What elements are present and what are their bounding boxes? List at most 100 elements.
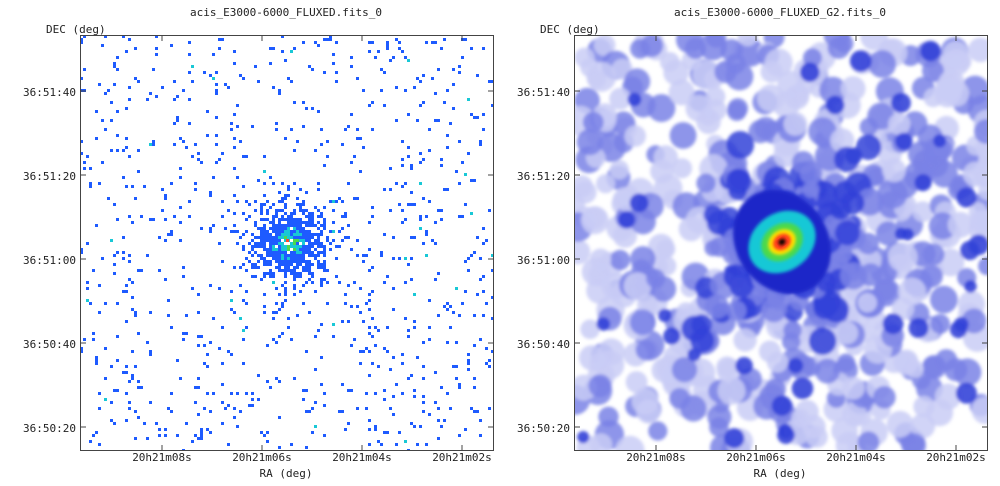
left-count-pixel — [197, 377, 200, 380]
right-background-blob — [737, 35, 758, 47]
left-count-pixel — [383, 431, 386, 434]
left-count-pixel — [236, 104, 239, 107]
left-source-pixel — [305, 263, 308, 266]
left-count-pixel — [110, 419, 113, 422]
left-count-pixel — [398, 257, 401, 260]
left-count-pixel — [446, 341, 449, 344]
right-background-blob — [582, 111, 604, 133]
left-count-pixel — [257, 80, 260, 83]
left-source-pixel — [296, 254, 299, 257]
left-source-pixel — [293, 257, 296, 260]
left-count-pixel — [125, 107, 128, 110]
left-count-pixel — [440, 425, 443, 428]
left-count-pixel — [428, 128, 431, 131]
left-source-pixel — [308, 212, 311, 215]
left-count-pixel — [419, 227, 422, 230]
right-background-blob — [727, 101, 747, 121]
left-count-pixel — [251, 398, 254, 401]
left-count-pixel — [320, 128, 323, 131]
left-count-pixel — [416, 443, 419, 446]
left-count-pixel — [407, 155, 410, 158]
left-source-pixel — [314, 242, 317, 245]
left-count-pixel — [467, 368, 470, 371]
left-source-pixel — [278, 254, 281, 257]
left-count-pixel — [182, 89, 185, 92]
left-count-pixel — [401, 185, 404, 188]
right-halo-blob — [704, 240, 721, 257]
left-count-pixel — [323, 266, 326, 269]
left-source-pixel — [296, 218, 299, 221]
left-count-pixel — [410, 257, 413, 260]
left-source-pixel — [272, 245, 275, 248]
right-background-blob — [968, 234, 988, 256]
left-count-pixel — [473, 251, 476, 254]
left-count-pixel — [98, 284, 101, 287]
right-background-blob — [630, 309, 656, 336]
left-count-pixel — [233, 146, 236, 149]
left-source-pixel — [275, 224, 278, 227]
left-y-tick: 36:50:40 — [23, 338, 76, 351]
left-source-pixel — [320, 281, 323, 284]
left-source-pixel — [299, 209, 302, 212]
left-source-pixel — [251, 254, 254, 257]
left-count-pixel — [98, 443, 101, 446]
left-source-pixel — [263, 275, 266, 278]
left-count-pixel — [434, 401, 437, 404]
left-source-pixel — [248, 203, 251, 206]
right-background-blob — [685, 95, 713, 122]
left-source-pixel — [287, 254, 290, 257]
left-count-pixel — [302, 125, 305, 128]
right-background-blob — [859, 117, 878, 136]
left-count-pixel — [104, 302, 107, 305]
left-count-pixel — [221, 326, 224, 329]
right-background-blob — [882, 158, 906, 183]
left-count-pixel — [170, 44, 173, 47]
left-count-pixel — [131, 296, 134, 299]
left-source-pixel — [296, 245, 299, 248]
left-count-pixel — [251, 404, 254, 407]
right-halo-blob — [726, 131, 755, 159]
left-source-pixel — [317, 221, 320, 224]
right-background-blob — [624, 125, 646, 147]
left-count-pixel — [260, 431, 263, 434]
left-source-pixel — [305, 239, 308, 242]
left-source-pixel — [293, 218, 296, 221]
left-count-pixel — [404, 440, 407, 443]
left-count-pixel — [419, 215, 422, 218]
left-count-pixel — [116, 56, 119, 59]
left-count-pixel — [80, 251, 83, 254]
left-count-pixel — [146, 341, 149, 344]
left-count-pixel — [86, 281, 89, 284]
right-background-blob — [930, 285, 958, 314]
left-title: acis_E3000-6000_FLUXED.fits_0 — [189, 6, 383, 19]
left-source-pixel — [278, 251, 281, 254]
left-count-pixel — [242, 263, 245, 266]
left-source-pixel — [281, 284, 284, 287]
left-count-pixel — [155, 95, 158, 98]
right-background-blob — [875, 221, 901, 246]
left-source-pixel — [278, 293, 281, 296]
left-source-pixel — [311, 281, 314, 284]
left-source-pixel — [260, 245, 263, 248]
left-count-pixel — [227, 404, 230, 407]
left-count-pixel — [98, 392, 101, 395]
left-source-pixel — [296, 221, 299, 224]
left-source-pixel — [299, 245, 302, 248]
left-count-pixel — [335, 257, 338, 260]
left-source-pixel — [293, 209, 296, 212]
left-count-pixel — [110, 149, 113, 152]
left-source-pixel — [299, 188, 302, 191]
left-count-pixel — [200, 428, 203, 431]
left-source-pixel — [302, 212, 305, 215]
left-count-pixel — [104, 398, 107, 401]
left-source-pixel — [290, 224, 293, 227]
left-source-pixel — [269, 254, 272, 257]
left-count-pixel — [227, 86, 230, 89]
left-source-pixel — [293, 239, 296, 242]
right-background-blob — [684, 37, 707, 59]
left-source-pixel — [299, 248, 302, 251]
left-count-pixel — [173, 122, 176, 125]
left-source-pixel — [254, 275, 257, 278]
left-count-pixel — [335, 245, 338, 248]
left-count-pixel — [245, 302, 248, 305]
